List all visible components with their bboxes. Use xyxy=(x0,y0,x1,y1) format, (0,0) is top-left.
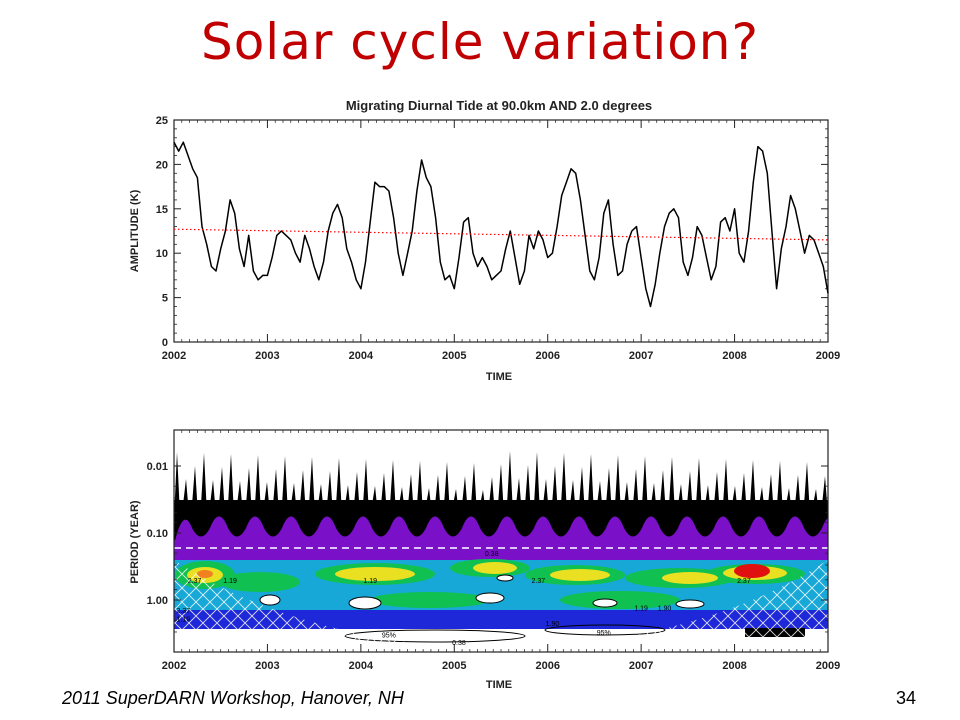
contour-label: 2.37 xyxy=(177,608,191,615)
heatmap-y-label: PERIOD (YEAR) xyxy=(129,500,141,583)
contour-label: 1.90 xyxy=(546,621,560,628)
power-blob-yellow xyxy=(550,569,610,581)
footer-text: 2011 SuperDARN Workshop, Hanover, NH xyxy=(62,688,404,708)
slide-title: Solar cycle variation? xyxy=(200,13,760,71)
contour-label: 0.38 xyxy=(485,551,499,558)
cone-of-influence xyxy=(174,560,828,651)
heatmap-x-label: TIME xyxy=(486,679,512,691)
low-power-hole xyxy=(592,598,618,608)
x-tick-label: 2003 xyxy=(255,660,279,672)
line-chart-y-ticks: 0 5 10 15 20 25 xyxy=(156,115,828,349)
contour-label: 1.19 xyxy=(634,606,648,613)
x-tick-label: 2009 xyxy=(816,350,840,362)
line-chart-x-ticks: 2002 2003 2004 2005 2006 2007 2008 2009 xyxy=(162,120,840,362)
y-tick-label: 0 xyxy=(162,337,168,349)
line-chart-series xyxy=(173,141,829,308)
low-power-hole xyxy=(496,574,514,582)
x-tick-label: 2002 xyxy=(162,350,186,362)
contour-label: 2.37 xyxy=(532,578,546,585)
heatmap-y-ticks: 0.01 0.10 1.00 xyxy=(147,461,828,633)
heatmap-contour-labels: 2.37 1.19 1.19 2.37 2.37 1.19 1.90 2.37 1.19 1.90… xyxy=(177,551,751,647)
contour-label: 95% xyxy=(382,633,396,640)
contour-label: 2.37 xyxy=(188,578,202,585)
wavelet-power-heatmap: 0.010.101.00 2002 2003 2004 2005 2006 2007 200… xyxy=(129,429,840,691)
contour-label: 1.19 xyxy=(223,578,237,585)
x-tick-label: 2007 xyxy=(629,660,653,672)
x-tick-label: 2006 xyxy=(535,660,559,672)
power-blob-green xyxy=(560,591,680,609)
trend-line xyxy=(173,228,829,241)
line-chart-y-label: AMPLITUDE (K) xyxy=(129,189,141,272)
power-blob-yellow xyxy=(662,572,718,584)
power-peak-red xyxy=(734,564,770,578)
contour-label: 1.19 xyxy=(177,617,191,624)
power-peak-orange xyxy=(197,570,213,578)
x-tick-label: 2008 xyxy=(722,350,746,362)
page-number: 34 xyxy=(896,688,917,708)
x-tick-label: 2004 xyxy=(349,660,374,672)
power-blob-green xyxy=(370,592,490,608)
heatmap-x-ticks: 2002 2003 2004 2005 2006 2007 2008 2009 xyxy=(162,430,840,672)
power-blob-yellow xyxy=(473,562,517,574)
x-tick-label: 2006 xyxy=(535,350,559,362)
contour-label: 1.90 xyxy=(658,606,672,613)
power-blob-green xyxy=(220,572,300,592)
x-tick-label: 2002 xyxy=(162,660,186,672)
x-tick-label: 2008 xyxy=(722,660,746,672)
y-tick-label: 0.01 xyxy=(147,461,168,473)
x-tick-label: 2005 xyxy=(442,660,466,672)
amplitude-series-line xyxy=(173,141,829,308)
line-chart-title: Migrating Diurnal Tide at 90.0km AND 2.0… xyxy=(346,98,652,113)
low-power-hole xyxy=(348,596,382,610)
y-tick-label: 10 xyxy=(156,248,168,260)
amplitude-line-chart: Migrating Diurnal Tide at 90.0km AND 2.0… xyxy=(129,98,840,383)
y-tick-label: 25 xyxy=(156,115,168,127)
low-power-hole xyxy=(475,592,505,604)
y-tick-label: 15 xyxy=(156,204,168,216)
contour-label: 95% xyxy=(597,630,611,637)
y-tick-label: 20 xyxy=(156,159,168,171)
line-chart-x-label: TIME xyxy=(486,371,512,383)
lower-blue-strip xyxy=(174,619,828,629)
y-tick-label: 0.10 xyxy=(147,528,168,540)
power-blob-yellow xyxy=(335,567,415,581)
contour-label: 0.38 xyxy=(452,640,466,647)
x-tick-label: 2009 xyxy=(816,660,840,672)
contour-label: 1.19 xyxy=(363,578,377,585)
heatmap-contours xyxy=(174,451,828,651)
y-tick-label: 1.00 xyxy=(147,595,168,607)
band-purple-scallops xyxy=(174,516,828,560)
x-tick-label: 2004 xyxy=(349,350,374,362)
low-power-hole xyxy=(675,599,705,609)
x-tick-label: 2007 xyxy=(629,350,653,362)
x-tick-label: 2005 xyxy=(442,350,466,362)
x-tick-label: 2003 xyxy=(255,350,279,362)
band-black-spikes xyxy=(174,451,828,540)
contour-label: 2.37 xyxy=(737,578,751,585)
low-power-hole xyxy=(259,594,281,606)
y-tick-label: 5 xyxy=(162,293,168,305)
